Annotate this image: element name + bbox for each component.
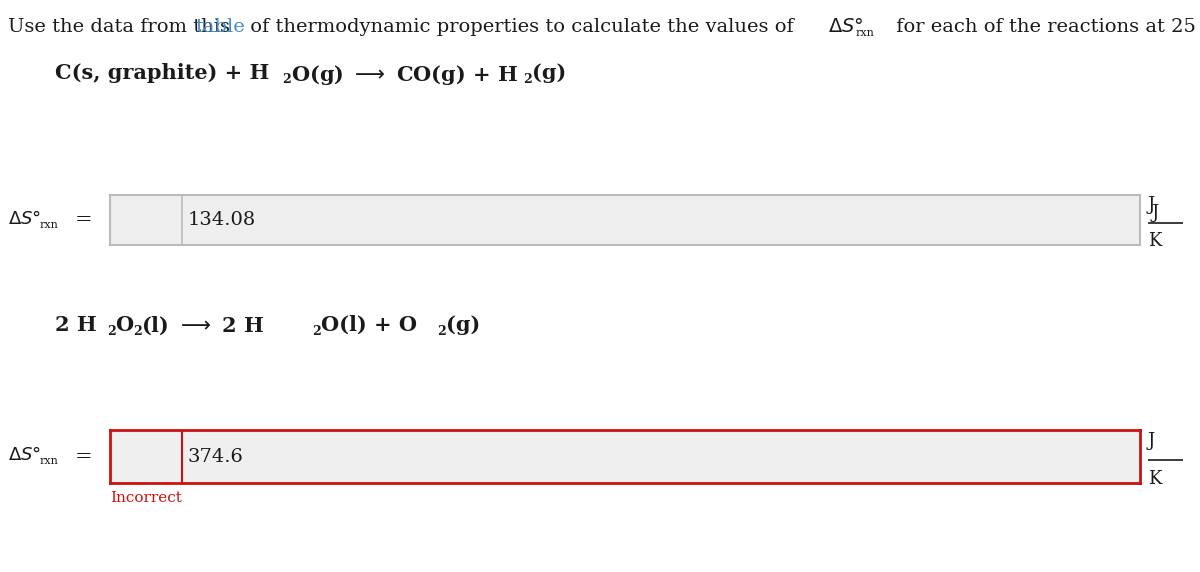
Text: rxn: rxn	[40, 456, 59, 467]
Text: $\Delta S°$: $\Delta S°$	[8, 447, 41, 464]
Text: $\Delta S°$: $\Delta S°$	[8, 210, 41, 228]
Text: C(s, graphite) + H: C(s, graphite) + H	[55, 63, 269, 83]
Text: 2: 2	[312, 325, 320, 338]
Text: K: K	[1148, 232, 1162, 250]
Text: rxn: rxn	[40, 220, 59, 230]
Text: of thermodynamic properties to calculate the values of: of thermodynamic properties to calculate…	[244, 18, 800, 36]
Text: 134.08: 134.08	[187, 211, 256, 229]
Text: O: O	[115, 315, 133, 335]
Text: =: =	[74, 447, 92, 466]
Text: 374.6: 374.6	[187, 447, 244, 466]
Text: Incorrect: Incorrect	[110, 491, 182, 505]
Text: (l) $\longrightarrow$ 2 H: (l) $\longrightarrow$ 2 H	[142, 315, 264, 337]
Text: J: J	[1152, 204, 1159, 222]
Text: =: =	[74, 210, 92, 229]
Text: table: table	[194, 18, 245, 36]
Text: 2: 2	[133, 325, 142, 338]
Text: O(g) $\longrightarrow$ CO(g) + H: O(g) $\longrightarrow$ CO(g) + H	[292, 63, 518, 87]
Text: (g): (g)	[532, 63, 566, 83]
Text: 2: 2	[282, 73, 290, 86]
Text: J: J	[1148, 432, 1156, 450]
Text: (g): (g)	[446, 315, 480, 335]
Text: O(l) + O: O(l) + O	[322, 315, 418, 335]
Text: 2: 2	[437, 325, 445, 338]
Text: 2: 2	[523, 73, 532, 86]
Text: 2 H: 2 H	[55, 315, 97, 335]
Text: J: J	[1148, 196, 1156, 214]
Text: Use the data from this: Use the data from this	[8, 18, 236, 36]
Text: K: K	[1148, 470, 1162, 487]
Text: for each of the reactions at 25 °C.: for each of the reactions at 25 °C.	[890, 18, 1200, 36]
Text: $\Delta S°$: $\Delta S°$	[828, 18, 864, 36]
Text: 2: 2	[107, 325, 115, 338]
Text: rxn: rxn	[856, 28, 875, 38]
